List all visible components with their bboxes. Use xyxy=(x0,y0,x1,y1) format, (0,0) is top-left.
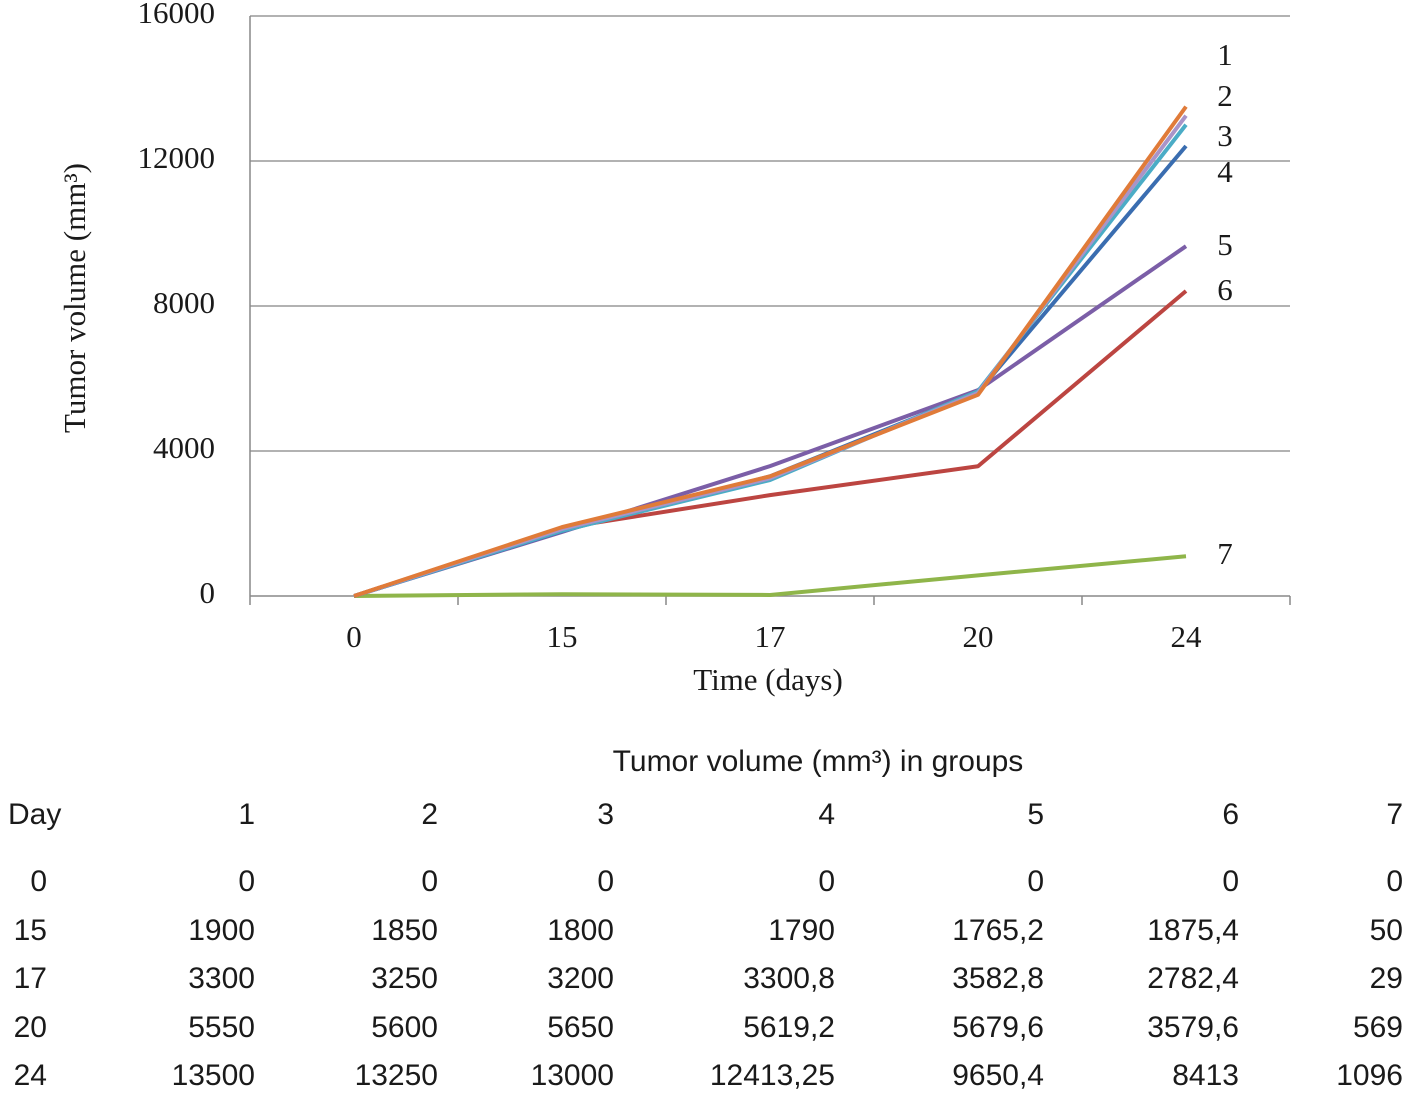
series-line xyxy=(353,554,1187,598)
x-tick-label: 24 xyxy=(1171,619,1203,654)
table-cell: 29 xyxy=(1370,962,1403,995)
table-cell: 8413 xyxy=(1172,1059,1239,1092)
table-day: 24 xyxy=(14,1059,47,1092)
table-cell: 9650,4 xyxy=(952,1059,1044,1092)
series-label: 2 xyxy=(1217,78,1233,113)
table-cell: 12413,25 xyxy=(710,1059,835,1092)
table-cell: 1790 xyxy=(768,914,835,947)
table-cell: 569 xyxy=(1353,1011,1403,1044)
table-cell: 0 xyxy=(1386,865,1403,898)
x-tick-label: 20 xyxy=(963,619,994,654)
table-cell: 0 xyxy=(1027,865,1044,898)
table-header: 7 xyxy=(1386,798,1403,831)
table-cell: 5650 xyxy=(547,1011,614,1044)
table-cell: 3300 xyxy=(188,962,255,995)
table-header: 5 xyxy=(1027,798,1044,831)
series-line xyxy=(353,123,1188,598)
table-day: 17 xyxy=(14,962,47,995)
table-day: 15 xyxy=(14,914,47,947)
y-tick-label: 12000 xyxy=(138,140,216,175)
series-line xyxy=(353,289,1188,598)
series-line xyxy=(353,244,1188,598)
table-cell: 0 xyxy=(597,865,614,898)
y-tick-label: 0 xyxy=(200,575,216,610)
table-cell: 3582,8 xyxy=(952,962,1044,995)
table-cell: 1765,2 xyxy=(952,914,1044,947)
series-label: 5 xyxy=(1217,227,1233,262)
table-cell: 2782,4 xyxy=(1147,962,1239,995)
table-header: 4 xyxy=(818,798,835,831)
table-cell: 5679,6 xyxy=(952,1011,1044,1044)
table-cell: 0 xyxy=(818,865,835,898)
table-cell: 1850 xyxy=(371,914,438,947)
y-tick-label: 4000 xyxy=(153,430,215,465)
x-axis-label: Time (days) xyxy=(693,662,843,697)
y-axis-label: Tumor volume (mm³) xyxy=(57,163,92,433)
table-header: 6 xyxy=(1222,798,1239,831)
table-cell: 1096 xyxy=(1336,1059,1403,1092)
table-cell: 13500 xyxy=(172,1059,255,1092)
table-header: Day xyxy=(8,798,61,831)
table-cell: 3250 xyxy=(371,962,438,995)
table-cell: 1800 xyxy=(547,914,614,947)
table-cell: 13000 xyxy=(531,1059,614,1092)
table-cell: 3579,6 xyxy=(1147,1011,1239,1044)
table-title: Tumor volume (mm³) in groups xyxy=(613,745,1024,778)
table-cell: 5619,2 xyxy=(743,1011,835,1044)
table-cell: 0 xyxy=(421,865,438,898)
series-label: 7 xyxy=(1217,536,1233,571)
table-cell: 3300,8 xyxy=(743,962,835,995)
y-tick-label: 16000 xyxy=(138,0,216,30)
series-line xyxy=(353,105,1188,598)
series-label: 6 xyxy=(1217,272,1233,307)
x-tick-label: 15 xyxy=(547,619,578,654)
series-line xyxy=(353,114,1188,598)
table-cell: 3200 xyxy=(547,962,614,995)
table-day: 0 xyxy=(30,865,47,898)
x-tick-label: 17 xyxy=(755,619,786,654)
table-cell: 1875,4 xyxy=(1147,914,1239,947)
table-cell: 5550 xyxy=(188,1011,255,1044)
table-cell: 5600 xyxy=(371,1011,438,1044)
table-cell: 13250 xyxy=(355,1059,438,1092)
x-tick-label: 0 xyxy=(346,619,362,654)
y-tick-label: 8000 xyxy=(153,285,215,320)
table-cell: 0 xyxy=(1222,865,1239,898)
series-label: 4 xyxy=(1217,154,1233,189)
table-header: 3 xyxy=(597,798,614,831)
series-line xyxy=(353,144,1188,598)
table-header: 2 xyxy=(421,798,438,831)
series-label: 3 xyxy=(1217,118,1233,153)
table-cell: 50 xyxy=(1370,914,1403,947)
table-day: 20 xyxy=(14,1011,47,1044)
table-header: 1 xyxy=(238,798,255,831)
table-cell: 1900 xyxy=(188,914,255,947)
series-label: 1 xyxy=(1217,37,1233,72)
table-cell: 0 xyxy=(238,865,255,898)
